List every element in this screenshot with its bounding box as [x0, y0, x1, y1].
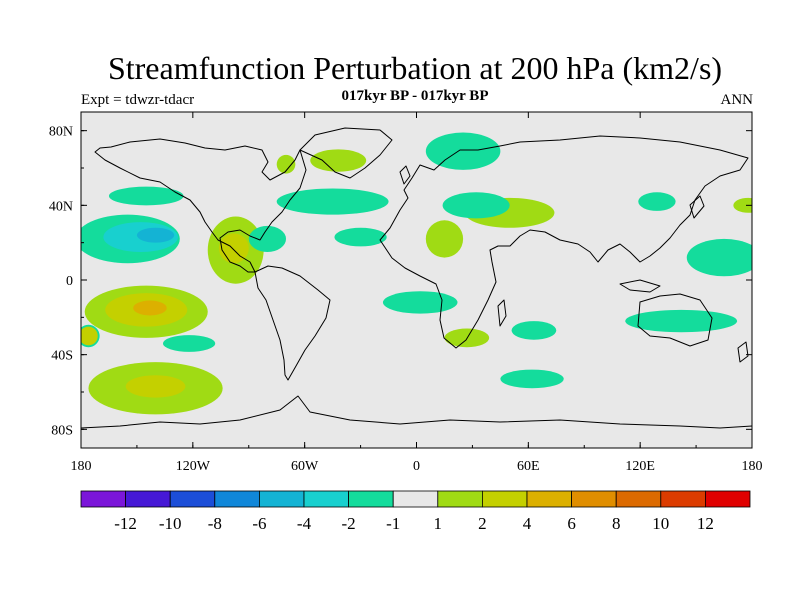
colorbar-label: -10	[159, 514, 182, 533]
x-tick-label: 60E	[517, 459, 540, 474]
colorbar-label: 2	[478, 514, 487, 533]
x-tick-label: 180	[742, 459, 763, 474]
colorbar-swatch	[437, 490, 483, 508]
x-tick-label: 180	[71, 459, 92, 474]
coastlines	[81, 127, 752, 429]
negative-anomaly	[108, 186, 184, 206]
y-tick-label: 40S	[51, 349, 73, 364]
chart-subtitle: 017kyr BP - 017kyr BP	[341, 88, 489, 104]
coast-indonesia	[619, 279, 661, 293]
coast-antarctica	[81, 395, 752, 429]
negative-anomaly	[136, 227, 175, 243]
coast-greenland	[299, 127, 393, 179]
coast-north-america	[94, 138, 307, 273]
negative-anomaly	[442, 192, 510, 219]
colorbar: -12 -10 -8 -6 -4 -2 -1 1 2 4 6 8 10 12	[80, 490, 751, 533]
x-tick-label: 0	[413, 459, 420, 474]
x-tick-label: 120E	[625, 459, 655, 474]
x-tick-label: 60W	[291, 459, 319, 474]
y-tick-label: 80S	[51, 423, 73, 438]
axis-ticks: 180 120W 60W 0 60E 120E 180 80N 40N 0 40S 80S	[49, 112, 763, 474]
colorbar-swatch	[303, 490, 349, 508]
negative-anomaly	[248, 225, 287, 252]
colorbar-swatch	[214, 490, 260, 508]
coast-eurasia-africa	[379, 135, 749, 349]
colorbar-swatch	[169, 490, 216, 508]
colorbar-swatch	[348, 490, 394, 508]
positive-anomaly	[125, 375, 186, 398]
colorbar-swatch	[660, 490, 706, 508]
negative-anomaly	[425, 132, 501, 170]
colorbar-label: 8	[612, 514, 621, 533]
colorbar-swatch	[392, 490, 439, 508]
anomaly-layer	[81, 132, 752, 415]
colorbar-swatch	[571, 490, 617, 508]
colorbar-swatch	[481, 490, 528, 508]
experiment-label: Expt = tdwzr-tdacr	[81, 92, 195, 108]
positive-anomaly	[81, 326, 98, 346]
colorbar-label: 4	[523, 514, 532, 533]
positive-anomaly	[133, 300, 167, 316]
positive-anomaly	[733, 197, 752, 213]
colorbar-label: 12	[697, 514, 714, 533]
colorbar-label: -12	[114, 514, 137, 533]
coast-australia	[637, 293, 713, 347]
season-label: ANN	[720, 92, 754, 108]
negative-anomaly	[334, 227, 387, 247]
coast-south-america	[254, 265, 331, 381]
y-tick-label: 0	[66, 274, 73, 289]
y-tick-label: 40N	[49, 199, 73, 214]
colorbar-swatch	[705, 490, 751, 508]
x-tick-label: 120W	[176, 459, 211, 474]
coast-new-zealand	[737, 341, 749, 363]
colorbar-swatch	[125, 490, 171, 508]
negative-anomaly	[625, 309, 738, 333]
colorbar-swatch	[526, 490, 572, 508]
chart-title: Streamfunction Perturbation at 200 hPa (…	[107, 50, 723, 86]
positive-anomaly	[425, 220, 464, 258]
colorbar-swatch	[80, 490, 126, 508]
colorbar-label: -1	[386, 514, 400, 533]
colorbar-label: 6	[567, 514, 576, 533]
colorbar-label: -6	[252, 514, 266, 533]
colorbar-label: -8	[208, 514, 222, 533]
colorbar-label: 10	[652, 514, 669, 533]
colorbar-swatch	[258, 490, 305, 508]
coast-japan	[689, 195, 705, 219]
negative-anomaly	[638, 192, 676, 211]
colorbar-label: -4	[297, 514, 312, 533]
colorbar-swatch	[615, 490, 662, 508]
negative-anomaly	[511, 321, 557, 340]
coast-madagascar	[497, 299, 507, 327]
negative-anomaly	[500, 369, 564, 389]
positive-anomaly	[310, 149, 367, 172]
negative-anomaly	[163, 335, 216, 352]
positive-anomaly	[276, 154, 296, 174]
negative-anomaly	[382, 291, 458, 314]
colorbar-label: 1	[434, 514, 443, 533]
negative-anomaly	[686, 238, 752, 277]
y-tick-label: 80N	[49, 125, 73, 140]
colorbar-label: -2	[342, 514, 356, 533]
negative-anomaly	[276, 188, 389, 215]
coast-uk	[399, 165, 411, 185]
